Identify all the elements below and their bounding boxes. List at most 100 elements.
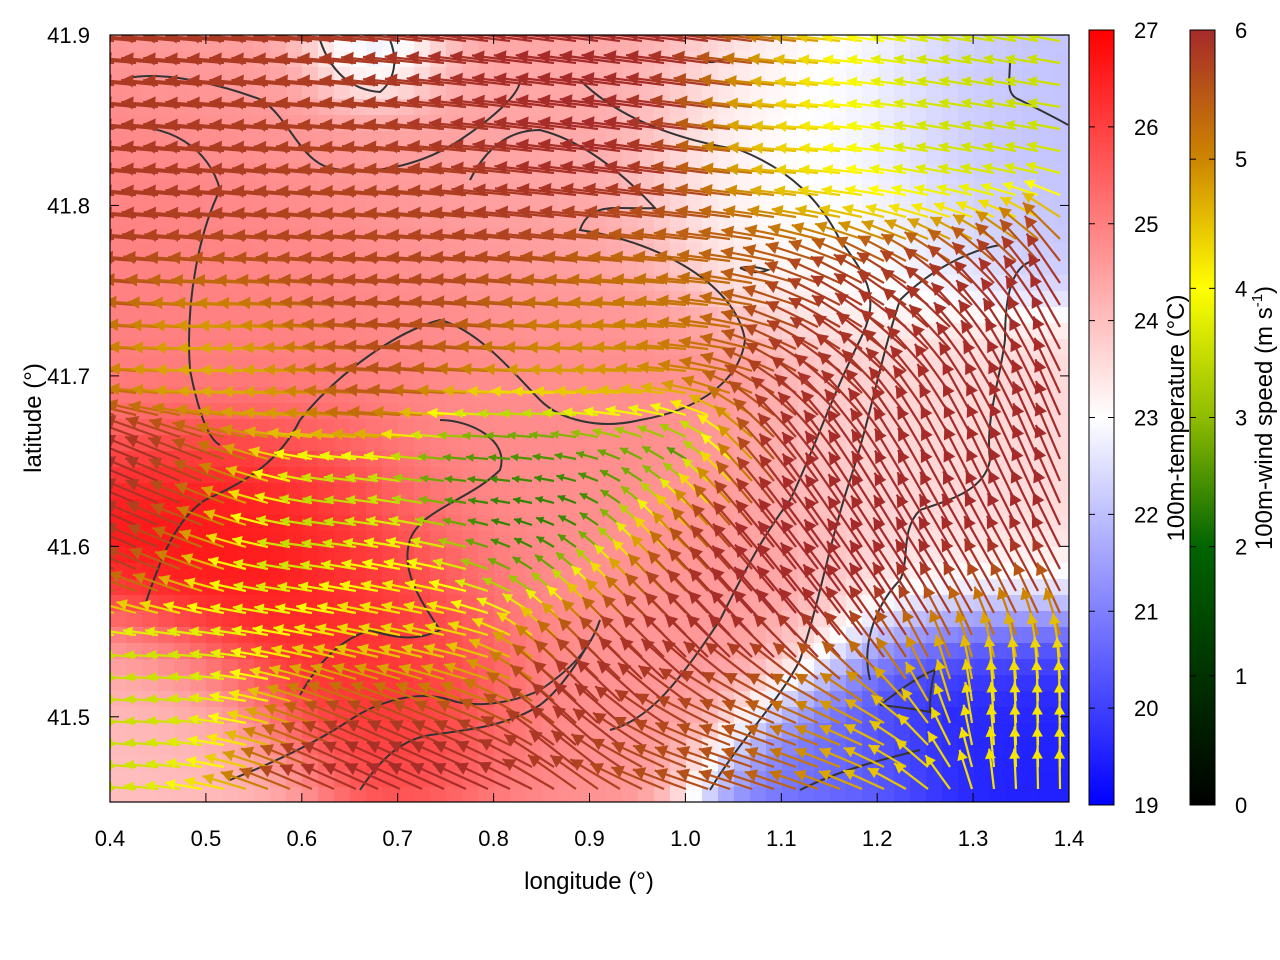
temperature-cell: [510, 419, 527, 436]
temperature-cell: [158, 723, 175, 740]
temperature-cell: [846, 83, 863, 100]
temperature-cell: [1038, 163, 1055, 180]
temperature-cell: [334, 787, 351, 802]
temperature-cell: [238, 259, 255, 276]
temperature-cell: [1022, 771, 1039, 788]
temperature-cell: [158, 275, 175, 292]
temperature-cell: [430, 419, 447, 436]
temperature-cell: [910, 483, 927, 500]
temperature-cell: [430, 483, 447, 500]
temperature-cell: [382, 371, 399, 388]
wind-vector: [110, 61, 115, 65]
temperature-cell: [1054, 723, 1069, 740]
temperature-cell: [1054, 387, 1069, 404]
temperature-cell: [814, 659, 831, 676]
temperature-cell: [638, 515, 655, 532]
colorbar-tick-label: 1: [1235, 664, 1247, 689]
wind-vector: [110, 237, 115, 241]
colorbar-tick-label: 5: [1235, 147, 1247, 172]
temperature-cell: [526, 259, 543, 276]
temperature-cell: [1038, 115, 1055, 132]
temperature-cell: [606, 787, 623, 802]
temperature-cell: [1038, 259, 1055, 276]
temperature-cell: [526, 435, 543, 452]
temperature-cell: [158, 659, 175, 676]
temperature-cell: [542, 259, 559, 276]
colorbar-tick-label: 3: [1235, 406, 1247, 431]
temperature-cell: [206, 611, 223, 628]
temperature-cell: [398, 451, 415, 468]
temperature-cell: [302, 547, 319, 564]
temperature-cell: [542, 195, 559, 212]
temperature-cell: [846, 131, 863, 148]
temperature-cell: [366, 307, 383, 324]
temperature-cell: [254, 355, 271, 372]
temperature-cell: [222, 371, 239, 388]
temperature-cell: [334, 371, 351, 388]
temperature-cell: [238, 451, 255, 468]
temperature-cell: [654, 787, 671, 802]
temperature-cell: [686, 83, 703, 100]
temperature-cell: [1054, 35, 1069, 52]
temperature-cell: [558, 419, 575, 436]
wind-vector: [110, 127, 115, 131]
temperature-cell: [510, 371, 527, 388]
temperature-cell: [478, 83, 495, 100]
temperature-cell: [526, 483, 543, 500]
temperature-cell: [318, 787, 335, 802]
temperature-cell: [574, 691, 591, 708]
temperature-cell: [974, 339, 991, 356]
temperature-cell: [814, 483, 831, 500]
temperature-cell: [1006, 147, 1023, 164]
temperature-cell: [414, 83, 431, 100]
temperature-cell: [942, 259, 959, 276]
temperature-cell: [798, 419, 815, 436]
temperature-cell: [478, 259, 495, 276]
temperature-cell: [1054, 467, 1069, 484]
temperature-cell: [1054, 691, 1069, 708]
temperature-cell: [926, 51, 943, 68]
temperature-cell: [622, 435, 639, 452]
temperature-cell: [446, 307, 463, 324]
temperature-cell: [622, 307, 639, 324]
temperature-cell: [782, 195, 799, 212]
x-tick-label: 0.8: [478, 826, 509, 851]
temperature-cell: [270, 307, 287, 324]
temperature-cell: [366, 195, 383, 212]
temperature-cell: [302, 419, 319, 436]
temperature-cell: [622, 147, 639, 164]
temperature-cell: [798, 483, 815, 500]
temperature-cell: [830, 195, 847, 212]
temperature-cell: [462, 435, 479, 452]
temperature-cell: [734, 787, 751, 802]
temperature-cell: [1054, 163, 1069, 180]
temperature-cell: [862, 435, 879, 452]
temperature-cell: [574, 307, 591, 324]
colorbar-tick-label: 6: [1235, 18, 1247, 43]
temperature-cell: [190, 611, 207, 628]
temperature-cell: [974, 83, 991, 100]
temperature-cell: [878, 787, 895, 802]
temperature-cell: [1054, 787, 1069, 802]
temperature-cell: [942, 739, 959, 756]
temperature-cell: [398, 131, 415, 148]
temperature-cell: [286, 371, 303, 388]
temperature-cell: [686, 435, 703, 452]
temperature-cell: [638, 131, 655, 148]
temperature-cell: [622, 259, 639, 276]
temperature-cell: [334, 195, 351, 212]
temperature-cell: [974, 707, 991, 724]
temperature-cell: [542, 771, 559, 788]
temperature-cell: [174, 83, 191, 100]
temperature-cell: [638, 787, 655, 802]
temperature-cell: [334, 259, 351, 276]
temperature-cell: [654, 259, 671, 276]
temperature-cell: [1054, 259, 1069, 276]
temperature-cell: [814, 83, 831, 100]
temperature-cell: [1054, 291, 1069, 308]
temperature-cell: [286, 499, 303, 516]
temperature-cell: [974, 771, 991, 788]
temperature-cell: [174, 611, 191, 628]
colorbar-tick-label: 20: [1134, 696, 1158, 721]
temperature-cell: [814, 451, 831, 468]
